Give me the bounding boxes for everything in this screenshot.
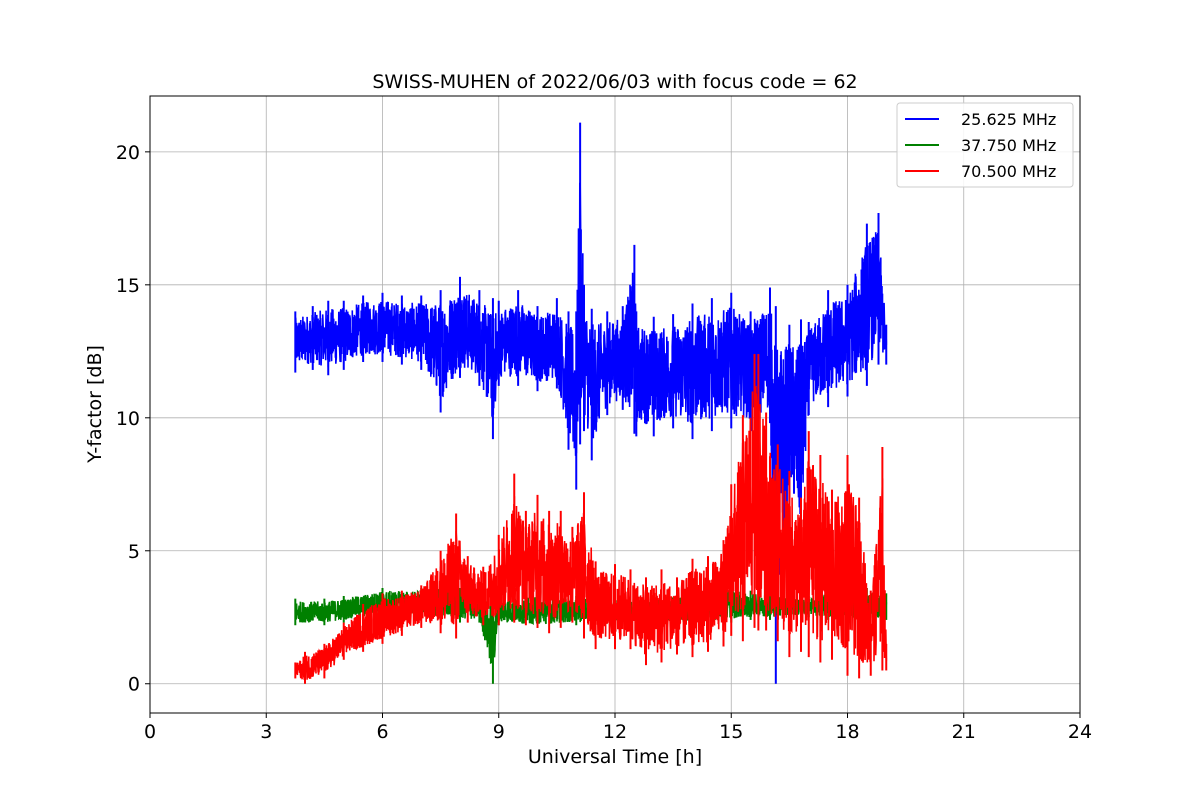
x-tick-label: 15 xyxy=(719,721,743,743)
legend-label: 25.625 MHz xyxy=(961,110,1056,129)
legend-label: 37.750 MHz xyxy=(961,136,1056,155)
x-tick-label: 18 xyxy=(835,721,859,743)
x-tick-label: 9 xyxy=(493,721,505,743)
x-tick-label: 0 xyxy=(144,721,156,743)
x-tick-label: 24 xyxy=(1068,721,1092,743)
legend-label: 70.500 MHz xyxy=(961,162,1056,181)
y-tick-label: 20 xyxy=(116,142,140,164)
y-tick-label: 0 xyxy=(128,674,140,696)
chart-title: SWISS-MUHEN of 2022/06/03 with focus cod… xyxy=(372,71,857,93)
x-tick-label: 21 xyxy=(952,721,976,743)
x-tick-label: 12 xyxy=(603,721,627,743)
x-axis-label: Universal Time [h] xyxy=(528,746,702,768)
x-tick-label: 3 xyxy=(260,721,272,743)
legend: 25.625 MHz 37.750 MHz 70.500 MHz xyxy=(897,103,1073,187)
x-tick-label: 6 xyxy=(376,721,388,743)
y-tick-label: 5 xyxy=(128,541,140,563)
y-tick-label: 10 xyxy=(116,408,140,430)
y-axis-label: Y-factor [dB] xyxy=(84,345,106,464)
y-tick-label: 15 xyxy=(116,275,140,297)
